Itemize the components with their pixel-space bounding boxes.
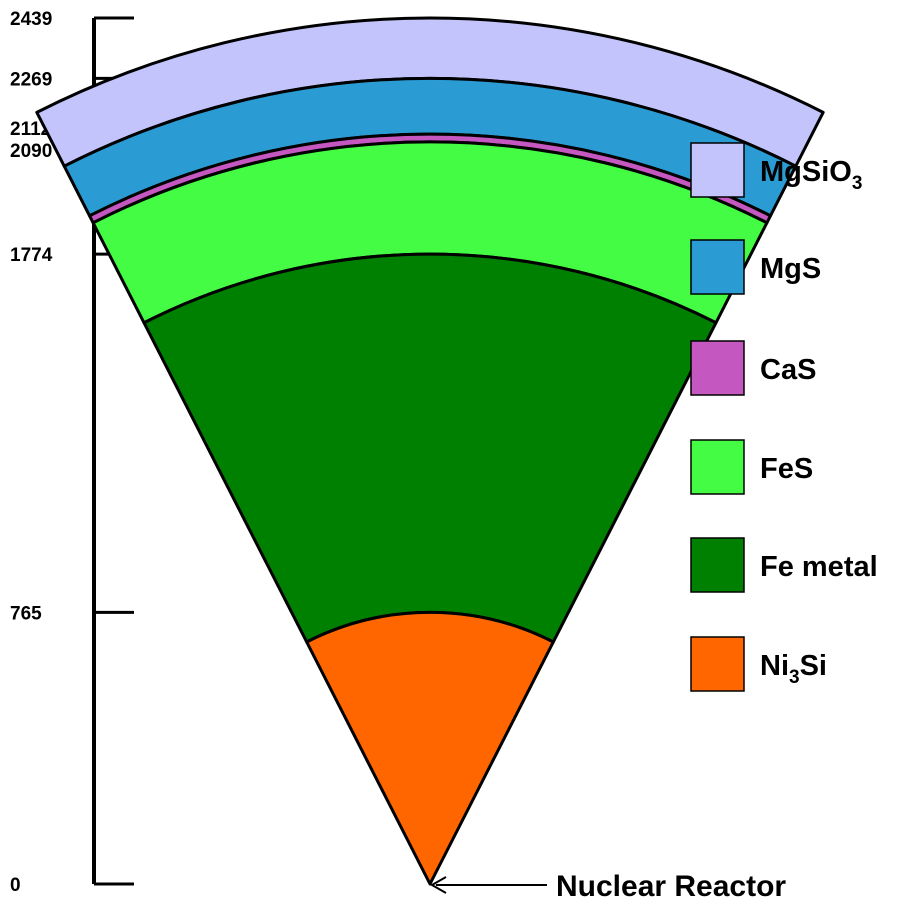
legend-item-fe-metal: Fe metal — [690, 537, 878, 593]
scale-tick-label: 2090 — [10, 141, 52, 162]
legend-item-mgs: MgS — [690, 239, 821, 295]
scale-tick-label: 2112 — [10, 119, 51, 140]
arrow-head-icon — [429, 876, 447, 894]
legend-label: Ni3Si — [760, 650, 827, 688]
legend-swatch — [690, 439, 745, 495]
legend-item-cas: CaS — [690, 340, 816, 396]
scale-tick-label: 2439 — [10, 9, 52, 30]
legend-label: Fe metal — [760, 551, 878, 583]
legend-swatch — [690, 537, 745, 593]
scale-tick-label: 765 — [10, 603, 42, 624]
interior-wedge — [35, 16, 825, 886]
legend-item-mgsio3: MgSiO3 — [690, 142, 862, 198]
legend-swatch — [690, 239, 745, 295]
nuclear-reactor-annotation: Nuclear Reactor — [429, 870, 786, 899]
legend-label: CaS — [760, 354, 816, 386]
scale-tick-label: 0 — [10, 875, 21, 896]
legend: MgSiO3 MgS CaS FeS Fe metal Ni3Si — [690, 142, 878, 692]
legend-label: MgS — [760, 253, 821, 285]
legend-label: MgSiO3 — [760, 156, 862, 194]
scale-tick-label: 2269 — [10, 69, 52, 90]
scale-tick-label: 1774 — [10, 245, 53, 266]
layer-fe-metal — [142, 252, 718, 644]
layer-ni3si — [305, 610, 555, 886]
legend-item-fes: FeS — [690, 439, 813, 495]
legend-swatch — [690, 142, 745, 198]
legend-swatch — [690, 340, 745, 396]
annotation-label: Nuclear Reactor — [556, 870, 786, 899]
legend-swatch — [690, 636, 745, 692]
legend-item-ni3si: Ni3Si — [690, 636, 827, 692]
legend-label: FeS — [760, 453, 813, 485]
